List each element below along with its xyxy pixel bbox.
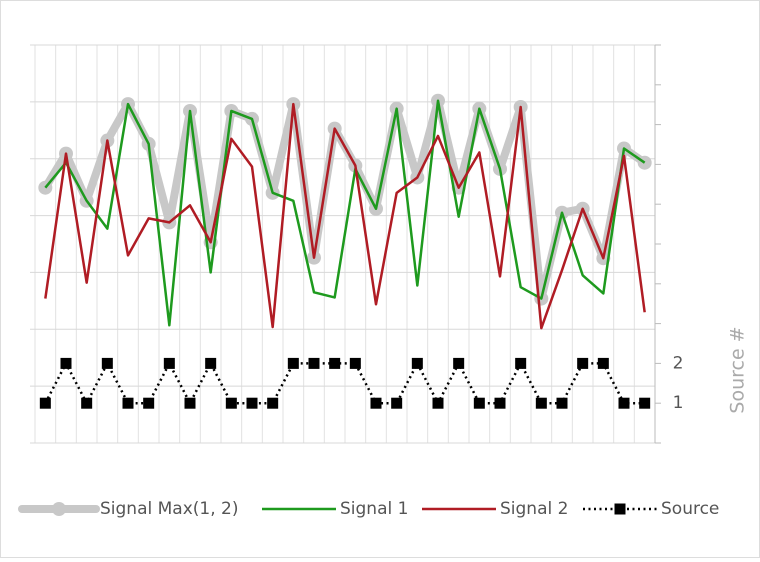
marker — [329, 357, 341, 369]
marker — [225, 397, 237, 409]
marker — [556, 397, 568, 409]
series-line — [44, 99, 646, 327]
marker — [267, 397, 279, 409]
marker — [639, 397, 651, 409]
legend-label: Source — [661, 499, 719, 519]
marker — [535, 397, 547, 409]
marker — [101, 357, 113, 369]
y2-tick-label: 1 — [673, 393, 684, 413]
marker — [577, 357, 589, 369]
marker — [122, 397, 134, 409]
marker — [453, 357, 465, 369]
series-line — [44, 102, 646, 330]
legend-label: Signal Max(1, 2) — [100, 499, 238, 519]
marker — [81, 397, 93, 409]
marker — [246, 397, 258, 409]
marker — [287, 357, 299, 369]
marker — [60, 357, 72, 369]
marker — [391, 397, 403, 409]
legend-marker — [614, 503, 626, 515]
marker — [597, 357, 609, 369]
legend-label: Signal 2 — [500, 499, 568, 519]
marker — [432, 397, 444, 409]
marker — [308, 357, 320, 369]
marker — [184, 397, 196, 409]
legend-marker — [52, 502, 66, 516]
marker — [411, 357, 423, 369]
marker — [494, 397, 506, 409]
marker — [349, 357, 361, 369]
marker — [370, 397, 382, 409]
marker — [473, 397, 485, 409]
marker — [39, 397, 51, 409]
marker — [618, 397, 630, 409]
marker — [205, 357, 217, 369]
legend-label: Signal 1 — [340, 499, 408, 519]
marker — [163, 357, 175, 369]
marker — [515, 357, 527, 369]
marker — [143, 397, 155, 409]
y2-tick-label: 2 — [673, 353, 684, 373]
y2-axis-label: Source # — [727, 326, 749, 413]
